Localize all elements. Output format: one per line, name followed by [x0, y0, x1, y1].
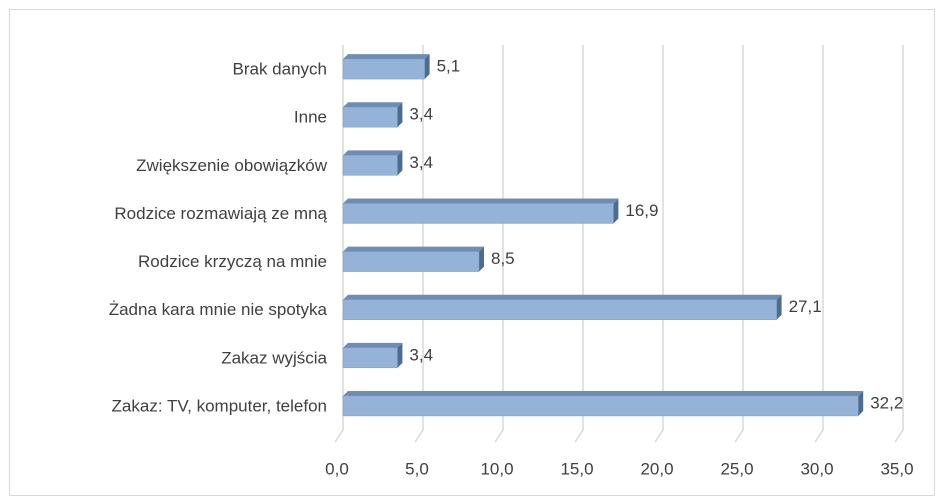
grid-line [654, 45, 664, 443]
grid-line [574, 45, 584, 443]
grid-line [494, 45, 504, 443]
bar-side [424, 54, 430, 80]
x-tick-label: 5,0 [405, 459, 429, 478]
grid-line [414, 45, 424, 443]
bar [342, 58, 425, 80]
bar-top [343, 54, 430, 60]
bar-side [858, 390, 864, 416]
x-tick-label: 0,0 [325, 459, 349, 478]
bar-top [343, 102, 403, 108]
grid-line [734, 45, 744, 443]
x-tick-label: 20,0 [640, 459, 673, 478]
y-tick-label: Inne [294, 108, 327, 127]
bar-side [479, 246, 484, 272]
bar [342, 106, 398, 128]
bar [342, 155, 398, 176]
bar [342, 203, 614, 224]
bar-side [397, 150, 403, 176]
bar-top [343, 246, 484, 252]
value-label: 16,9 [625, 201, 658, 220]
x-tick-label: 15,0 [560, 459, 593, 478]
y-tick-label: Żadna kara mnie nie spotyka [109, 300, 328, 319]
y-tick-label: Zakaz: TV, komputer, telefon [112, 396, 327, 415]
y-tick-label: Zakaz wyjścia [221, 348, 327, 367]
x-tick-label: 10,0 [480, 459, 513, 478]
grid-line [894, 45, 904, 443]
value-label: 8,5 [491, 249, 515, 268]
bar-top [343, 342, 403, 348]
value-label: 3,4 [409, 345, 433, 364]
x-tick-label: 25,0 [720, 459, 753, 478]
value-label: 5,1 [437, 57, 461, 76]
bar [342, 251, 480, 272]
x-tick-label: 30,0 [800, 459, 833, 478]
y-tick-label: Rodzice krzyczą na mnie [138, 252, 327, 271]
bar-top [343, 198, 619, 204]
grid-line [814, 45, 824, 443]
x-tick-label: 35,0 [880, 459, 913, 478]
bar-side [397, 342, 403, 368]
y-tick-label: Zwiększenie obowiązków [136, 156, 328, 175]
bar-side [776, 294, 782, 320]
value-label: 3,4 [409, 153, 433, 172]
bar-top [343, 294, 782, 300]
y-tick-label: Brak danych [233, 60, 328, 79]
value-label: 32,2 [870, 393, 903, 412]
bar [342, 395, 859, 417]
bar-top [343, 150, 403, 156]
value-label: 27,1 [789, 297, 822, 316]
bar [342, 347, 398, 369]
bar [342, 299, 777, 320]
y-tick-label: Rodzice rozmawiają ze mną [114, 204, 327, 223]
bar-side [613, 198, 619, 224]
bar-top [343, 390, 864, 396]
value-label: 3,4 [409, 105, 433, 124]
bar-side [397, 102, 403, 128]
